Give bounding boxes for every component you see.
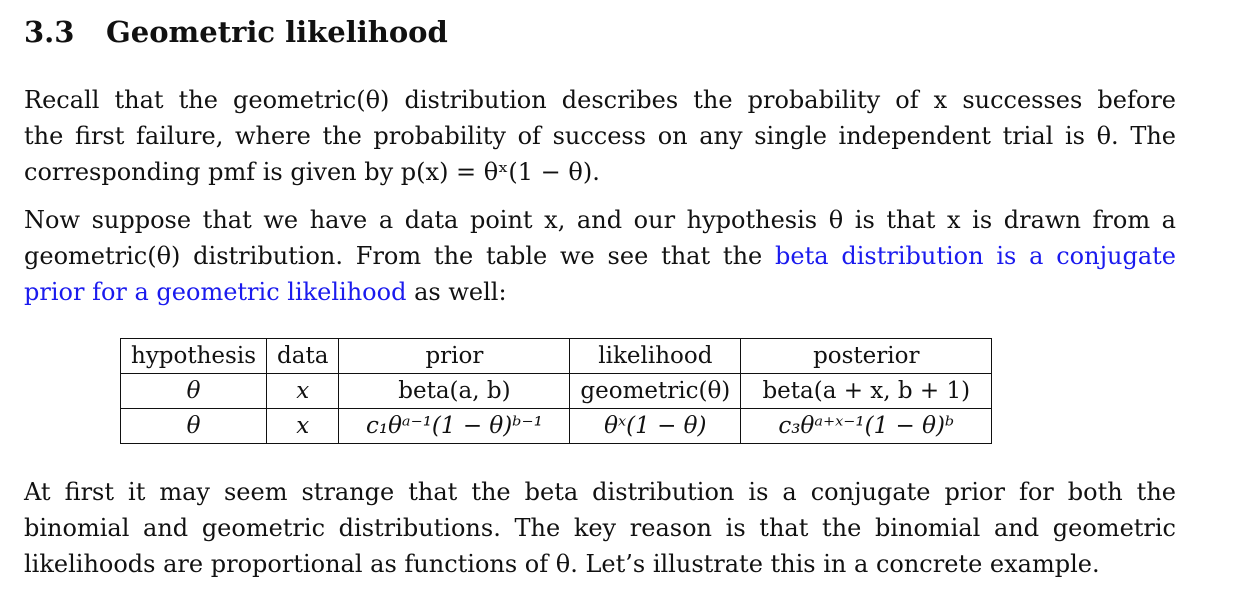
- paragraph-line: geometric(θ) distribution. From the tabl…: [24, 238, 1176, 274]
- paragraph-text: as well:: [414, 278, 507, 306]
- table-header-cell: data: [266, 338, 340, 374]
- section-number: 3.3: [24, 15, 75, 49]
- table-header-cell: posterior: [740, 338, 993, 374]
- paragraph-line: Now suppose that we have a data point x,…: [24, 206, 1176, 234]
- table-row: θ x beta(a, b) geometric(θ) beta(a + x, …: [119, 373, 993, 409]
- table-header-cell: hypothesis: [119, 338, 268, 374]
- table-cell: θ: [119, 373, 268, 409]
- table-cell: θ: [119, 408, 268, 444]
- section-title: Geometric likelihood: [106, 15, 448, 49]
- paragraph-proportional-likelihoods: At first it may seem strange that the be…: [24, 474, 1176, 582]
- table-cell: beta(a + x, b + 1): [740, 373, 993, 409]
- paragraph-geometric-intro: Recall that the geometric(θ) distributio…: [24, 82, 1176, 190]
- conjugate-prior-link[interactable]: beta distribution is a conjugate: [775, 242, 1176, 270]
- table-cell: geometric(θ): [569, 373, 742, 409]
- paragraph-hypothesis: Now suppose that we have a data point x,…: [24, 202, 1176, 310]
- table-header-row: hypothesis data prior likelihood posteri…: [119, 338, 993, 374]
- paragraph-line: At first it may seem strange that the be…: [24, 478, 1176, 506]
- table-cell: x: [266, 373, 340, 409]
- table-cell: θˣ(1 − θ): [569, 408, 742, 444]
- table-cell: x: [266, 408, 340, 444]
- table-cell: c₃θᵃ⁺ˣ⁻¹(1 − θ)ᵇ: [740, 408, 993, 444]
- paragraph-text: geometric(θ) distribution. From the tabl…: [24, 242, 763, 270]
- table-header-cell: prior: [338, 338, 571, 374]
- geometric-likelihood-link[interactable]: prior for a geometric likelihood: [24, 278, 407, 306]
- paragraph-line: binomial and geometric distributions. Th…: [24, 514, 1176, 542]
- table-header-cell: likelihood: [569, 338, 742, 374]
- paragraph-line: the first failure, where the probability…: [24, 122, 1176, 150]
- paragraph-line: Recall that the geometric(θ) distributio…: [24, 86, 1176, 114]
- paragraph-line: prior for a geometric likelihood as well…: [24, 274, 1176, 310]
- table-cell: beta(a, b): [338, 373, 571, 409]
- paragraph-line: likelihoods are proportional as function…: [24, 550, 1100, 578]
- paragraph-line: corresponding pmf is given by p(x) = θˣ(…: [24, 158, 600, 186]
- table-row: θ x c₁θᵃ⁻¹(1 − θ)ᵇ⁻¹ θˣ(1 − θ) c₃θᵃ⁺ˣ⁻¹(…: [119, 408, 993, 444]
- conjugate-table: hypothesis data prior likelihood posteri…: [119, 338, 993, 444]
- table-cell: c₁θᵃ⁻¹(1 − θ)ᵇ⁻¹: [338, 408, 571, 444]
- section-heading: 3.3 Geometric likelihood: [24, 14, 448, 50]
